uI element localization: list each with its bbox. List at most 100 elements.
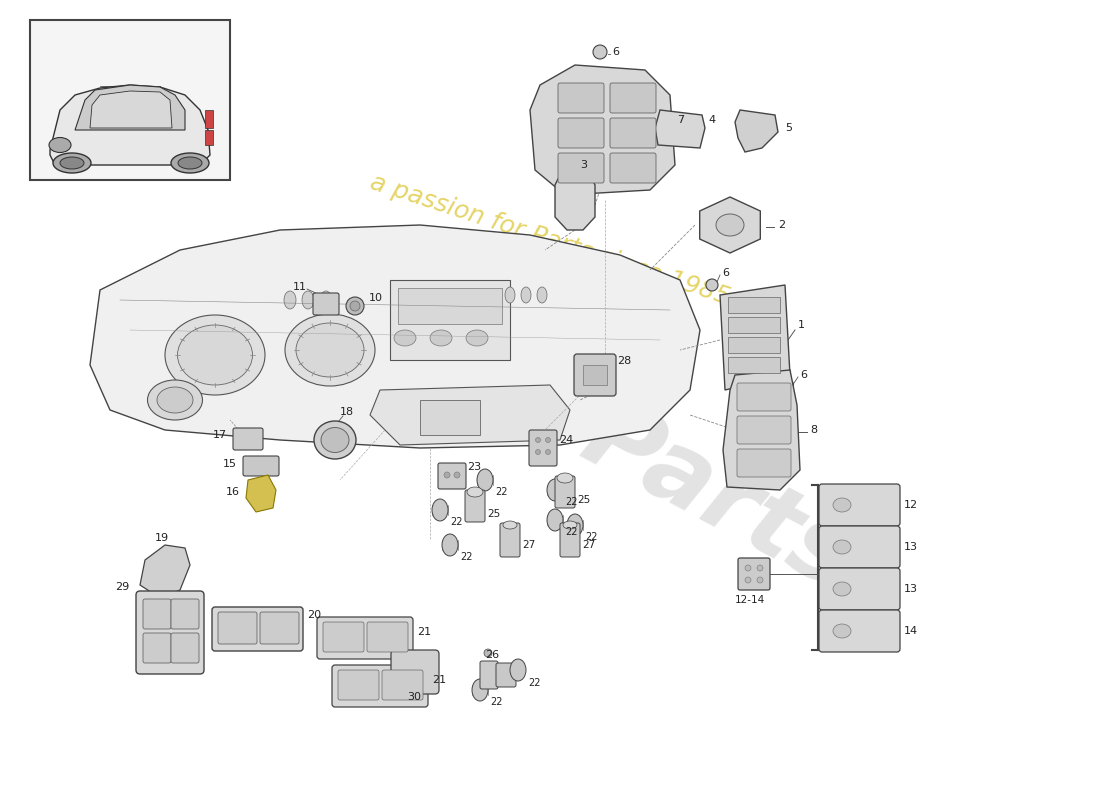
- Ellipse shape: [442, 534, 458, 556]
- Text: 25: 25: [578, 495, 591, 505]
- Text: euroParts: euroParts: [340, 269, 870, 611]
- Text: 22: 22: [528, 678, 540, 688]
- Polygon shape: [723, 370, 800, 490]
- Text: 8: 8: [810, 425, 817, 435]
- FancyBboxPatch shape: [737, 449, 791, 477]
- Text: 26: 26: [485, 650, 499, 660]
- Bar: [420, 400, 480, 435]
- Bar: [30, 20, 230, 180]
- Bar: [390, 280, 510, 360]
- FancyBboxPatch shape: [737, 416, 791, 444]
- FancyBboxPatch shape: [560, 523, 580, 557]
- FancyBboxPatch shape: [338, 670, 379, 700]
- Ellipse shape: [285, 314, 375, 386]
- FancyBboxPatch shape: [820, 484, 900, 526]
- Ellipse shape: [178, 157, 202, 169]
- Ellipse shape: [147, 380, 202, 420]
- Ellipse shape: [547, 479, 563, 501]
- Polygon shape: [75, 85, 185, 130]
- FancyBboxPatch shape: [558, 153, 604, 183]
- FancyBboxPatch shape: [317, 617, 412, 659]
- Text: 2: 2: [778, 220, 785, 230]
- FancyBboxPatch shape: [480, 661, 498, 689]
- Polygon shape: [246, 475, 276, 512]
- FancyBboxPatch shape: [212, 607, 302, 651]
- Bar: [728, 357, 780, 373]
- Ellipse shape: [477, 469, 493, 491]
- Ellipse shape: [165, 315, 265, 395]
- FancyBboxPatch shape: [496, 663, 516, 687]
- FancyBboxPatch shape: [738, 558, 770, 590]
- Ellipse shape: [432, 499, 448, 521]
- FancyBboxPatch shape: [610, 83, 656, 113]
- Ellipse shape: [547, 509, 563, 531]
- Polygon shape: [140, 545, 190, 598]
- Polygon shape: [720, 285, 790, 390]
- FancyBboxPatch shape: [260, 612, 299, 644]
- Polygon shape: [654, 110, 705, 148]
- Text: 12: 12: [904, 500, 918, 510]
- Ellipse shape: [296, 323, 364, 377]
- Text: 24: 24: [559, 435, 573, 445]
- Ellipse shape: [454, 472, 460, 478]
- Text: 22: 22: [490, 697, 503, 707]
- Ellipse shape: [546, 438, 550, 442]
- Text: 22: 22: [495, 487, 507, 497]
- FancyBboxPatch shape: [820, 526, 900, 568]
- Ellipse shape: [757, 565, 763, 571]
- Ellipse shape: [314, 421, 356, 459]
- Text: 15: 15: [223, 459, 236, 469]
- FancyBboxPatch shape: [500, 523, 520, 557]
- FancyBboxPatch shape: [143, 599, 170, 629]
- FancyBboxPatch shape: [382, 670, 424, 700]
- Ellipse shape: [546, 450, 550, 454]
- Polygon shape: [735, 110, 778, 152]
- Polygon shape: [700, 197, 760, 253]
- Text: 17: 17: [213, 430, 227, 440]
- Text: 20: 20: [307, 610, 321, 620]
- FancyBboxPatch shape: [323, 622, 364, 652]
- Ellipse shape: [472, 679, 488, 701]
- FancyBboxPatch shape: [558, 83, 604, 113]
- Ellipse shape: [833, 540, 851, 554]
- Bar: [728, 337, 780, 353]
- Text: 22: 22: [565, 497, 578, 507]
- Bar: [583, 365, 607, 385]
- Ellipse shape: [320, 291, 332, 309]
- Ellipse shape: [468, 487, 483, 497]
- Polygon shape: [50, 85, 210, 165]
- FancyBboxPatch shape: [529, 430, 557, 466]
- FancyBboxPatch shape: [438, 463, 466, 489]
- Text: 23: 23: [468, 462, 481, 472]
- Text: 22: 22: [585, 532, 597, 542]
- Ellipse shape: [177, 325, 253, 385]
- Ellipse shape: [170, 153, 209, 173]
- Ellipse shape: [60, 157, 84, 169]
- FancyBboxPatch shape: [390, 650, 439, 694]
- Polygon shape: [90, 225, 700, 448]
- Bar: [728, 297, 780, 313]
- Text: 4: 4: [708, 115, 715, 125]
- Polygon shape: [90, 91, 172, 128]
- Ellipse shape: [563, 521, 578, 529]
- Text: 28: 28: [617, 356, 631, 366]
- FancyBboxPatch shape: [314, 293, 339, 315]
- FancyBboxPatch shape: [367, 622, 408, 652]
- FancyBboxPatch shape: [737, 383, 791, 411]
- FancyBboxPatch shape: [556, 476, 575, 508]
- Bar: [728, 317, 780, 333]
- FancyBboxPatch shape: [218, 612, 257, 644]
- Text: 11: 11: [293, 282, 307, 292]
- Text: 16: 16: [226, 487, 240, 497]
- Text: 12-14: 12-14: [735, 595, 766, 605]
- Text: 27: 27: [522, 540, 536, 550]
- Ellipse shape: [350, 301, 360, 311]
- Text: 29: 29: [116, 582, 130, 592]
- Ellipse shape: [566, 514, 583, 536]
- Ellipse shape: [593, 45, 607, 59]
- Text: 6: 6: [722, 268, 729, 278]
- FancyBboxPatch shape: [243, 456, 279, 476]
- Ellipse shape: [503, 521, 517, 529]
- Ellipse shape: [745, 565, 751, 571]
- Text: 25: 25: [487, 509, 500, 519]
